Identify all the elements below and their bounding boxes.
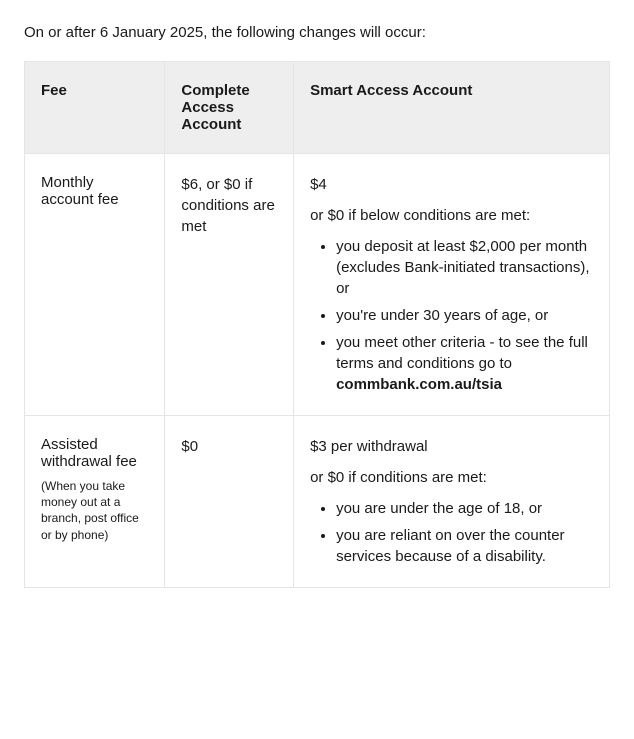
table-row: Monthly account fee $6, or $0 if conditi… — [25, 154, 610, 416]
column-header-fee: Fee — [25, 62, 165, 154]
condition-item: you meet other criteria - to see the ful… — [336, 332, 593, 395]
smart-sub: or $0 if below conditions are met: — [310, 205, 593, 226]
intro-text: On or after 6 January 2025, the followin… — [24, 24, 610, 41]
cell-smart: $3 per withdrawal or $0 if conditions ar… — [294, 416, 610, 588]
cell-smart: $4 or $0 if below conditions are met: yo… — [294, 154, 610, 416]
row-label-text: Assisted withdrawal fee — [41, 436, 137, 470]
condition-item: you are reliant on over the counter serv… — [336, 525, 593, 567]
condition-item: you're under 30 years of age, or — [336, 305, 593, 326]
cell-complete: $0 — [165, 416, 294, 588]
condition-item: you deposit at least $2,000 per month (e… — [336, 236, 593, 299]
cell-complete: $6, or $0 if conditions are met — [165, 154, 294, 416]
row-label-text: Monthly account fee — [41, 174, 119, 208]
fee-table: Fee Complete Access Account Smart Access… — [24, 61, 610, 588]
bold-link-text: commbank.com.au/tsia — [336, 376, 502, 393]
smart-conditions: you are under the age of 18, or you are … — [310, 498, 593, 567]
smart-sub: or $0 if conditions are met: — [310, 467, 593, 488]
complete-value: $0 — [181, 436, 277, 457]
table-row: Assisted withdrawal fee (When you take m… — [25, 416, 610, 588]
row-sublabel: (When you take money out at a branch, po… — [41, 478, 148, 543]
condition-item: you are under the age of 18, or — [336, 498, 593, 519]
row-label: Assisted withdrawal fee (When you take m… — [25, 416, 165, 588]
complete-value: $6, or $0 if conditions are met — [181, 174, 277, 237]
smart-lead: $4 — [310, 174, 593, 195]
smart-lead: $3 per withdrawal — [310, 436, 593, 457]
column-header-complete: Complete Access Account — [165, 62, 294, 154]
column-header-smart: Smart Access Account — [294, 62, 610, 154]
row-label: Monthly account fee — [25, 154, 165, 416]
smart-conditions: you deposit at least $2,000 per month (e… — [310, 236, 593, 395]
